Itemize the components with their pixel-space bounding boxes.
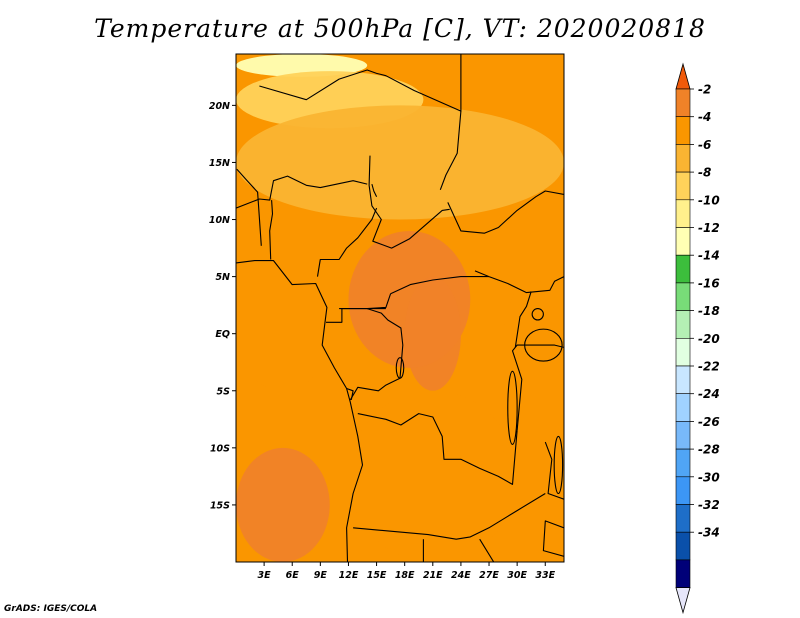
y-tick-label: 10S <box>210 443 230 454</box>
temperature-region-6 <box>236 447 330 562</box>
colorbar-label: -32 <box>698 498 720 512</box>
colorbar-label: -34 <box>698 526 720 540</box>
lake-outline-3 <box>531 308 544 321</box>
border-line-1 <box>259 54 462 112</box>
colorbar-swatch <box>675 476 691 505</box>
border-line-12 <box>353 493 546 540</box>
lake-outline-0 <box>524 328 563 362</box>
lake-outline-4 <box>395 357 405 379</box>
border-line-9 <box>326 308 343 323</box>
colorbar-swatch <box>675 171 691 201</box>
colorbar-label: -8 <box>698 166 711 180</box>
colorbar-swatch <box>675 310 691 339</box>
x-tick-label: 15E <box>367 570 387 581</box>
colorbar-label: -26 <box>698 415 720 429</box>
lake-outline-1 <box>507 370 518 445</box>
y-tick-label: 10N <box>209 215 230 226</box>
temperature-region-7 <box>348 390 518 562</box>
y-tick-label: EQ <box>215 329 230 340</box>
colorbar-swatch <box>675 227 691 256</box>
y-tick-label: 20N <box>209 101 230 112</box>
y-tick-label: 5N <box>215 272 230 283</box>
border-line-7 <box>349 308 404 401</box>
colorbar-swatch <box>675 365 691 395</box>
x-tick-label: 24E <box>451 570 471 581</box>
colorbar-label: -2 <box>698 83 711 97</box>
colorbar-swatch <box>675 337 691 367</box>
colorbar-swatch <box>675 504 691 533</box>
colorbar-label: -16 <box>698 276 720 290</box>
colorbar-swatch <box>675 393 691 422</box>
border-line-19 <box>269 200 274 260</box>
border-line-0 <box>236 260 364 562</box>
x-tick-label: 3E <box>258 570 272 581</box>
colorbar: -2 -4 -6 -8 -10 -12 -14 -16 -18 -20 -22 -24 -26 -28 -3… <box>675 62 720 615</box>
colorbar-label: -12 <box>698 221 720 235</box>
x-axis: 3E 6E 9E 12E 15E 18E 21E 24E 27E 30E 33E <box>258 562 556 581</box>
temperature-region-4 <box>404 276 461 391</box>
colorbar-label: -28 <box>698 443 720 457</box>
border-line-11 <box>357 413 518 485</box>
plot-frame <box>235 53 565 563</box>
colorbar-label: -4 <box>698 110 711 124</box>
x-tick-label: 6E <box>286 570 300 581</box>
colorbar-swatch <box>675 531 691 561</box>
colorbar-min-arrow <box>675 587 691 615</box>
x-tick-label: 9E <box>314 570 328 581</box>
colorbar-label: -10 <box>698 193 720 207</box>
x-tick-label: 33E <box>535 570 555 581</box>
border-line-23 <box>316 207 378 277</box>
colorbar-swatch <box>675 282 691 311</box>
grads-credit: GrADS: IGES/COLA <box>4 604 98 614</box>
x-tick-label: 21E <box>423 570 443 581</box>
colorbar-label: -30 <box>698 470 720 484</box>
colorbar-max-arrow <box>675 62 691 90</box>
y-tick-label: 15S <box>210 500 230 511</box>
colorbar-label: -18 <box>698 304 720 318</box>
colorbar-label: -14 <box>698 249 720 263</box>
border-line-2 <box>368 155 450 249</box>
x-tick-label: 27E <box>479 570 499 581</box>
temperature-region-5 <box>236 276 330 391</box>
x-tick-label: 18E <box>395 570 415 581</box>
x-tick-label: 12E <box>339 570 359 581</box>
y-tick-label: 15N <box>209 158 230 169</box>
colorbar-swatch <box>675 254 691 284</box>
border-line-15 <box>511 344 564 431</box>
colorbar-label: -6 <box>698 138 711 152</box>
y-tick-label: 5S <box>217 386 231 397</box>
lake-outline-2 <box>553 435 564 495</box>
border-line-6 <box>390 276 489 295</box>
border-line-20 <box>236 175 368 209</box>
y-axis: 20N 15N 10N 5N EQ 5S 10S 15S <box>209 101 236 511</box>
border-line-14 <box>479 538 495 562</box>
temperature-region-2 <box>236 105 564 220</box>
border-line-10 <box>346 387 354 401</box>
x-tick-label: 30E <box>507 570 527 581</box>
border-line-18 <box>542 520 564 557</box>
colorbar-swatch <box>675 199 691 228</box>
colorbar-label: -22 <box>698 360 720 374</box>
temperature-field <box>236 54 564 562</box>
colorbar-swatch <box>675 88 691 118</box>
country-borders <box>236 54 564 562</box>
border-line-22 <box>371 183 378 197</box>
border-line-3 <box>439 111 462 190</box>
colorbar-swatch <box>675 559 691 588</box>
border-line-4 <box>447 190 564 234</box>
chart-title: Temperature at 500hPa [C], VT: 202002081… <box>94 14 706 43</box>
colorbar-swatch <box>675 421 691 450</box>
colorbar-swatch <box>675 144 691 173</box>
border-line-16 <box>514 291 532 348</box>
colorbar-label: -24 <box>698 387 720 401</box>
border-line-17 <box>544 441 564 500</box>
border-line-21 <box>236 168 262 246</box>
colorbar-swatch <box>675 448 691 478</box>
colorbar-swatch <box>675 116 691 145</box>
temperature-region-0 <box>236 54 368 77</box>
colorbar-label: -20 <box>698 332 720 346</box>
